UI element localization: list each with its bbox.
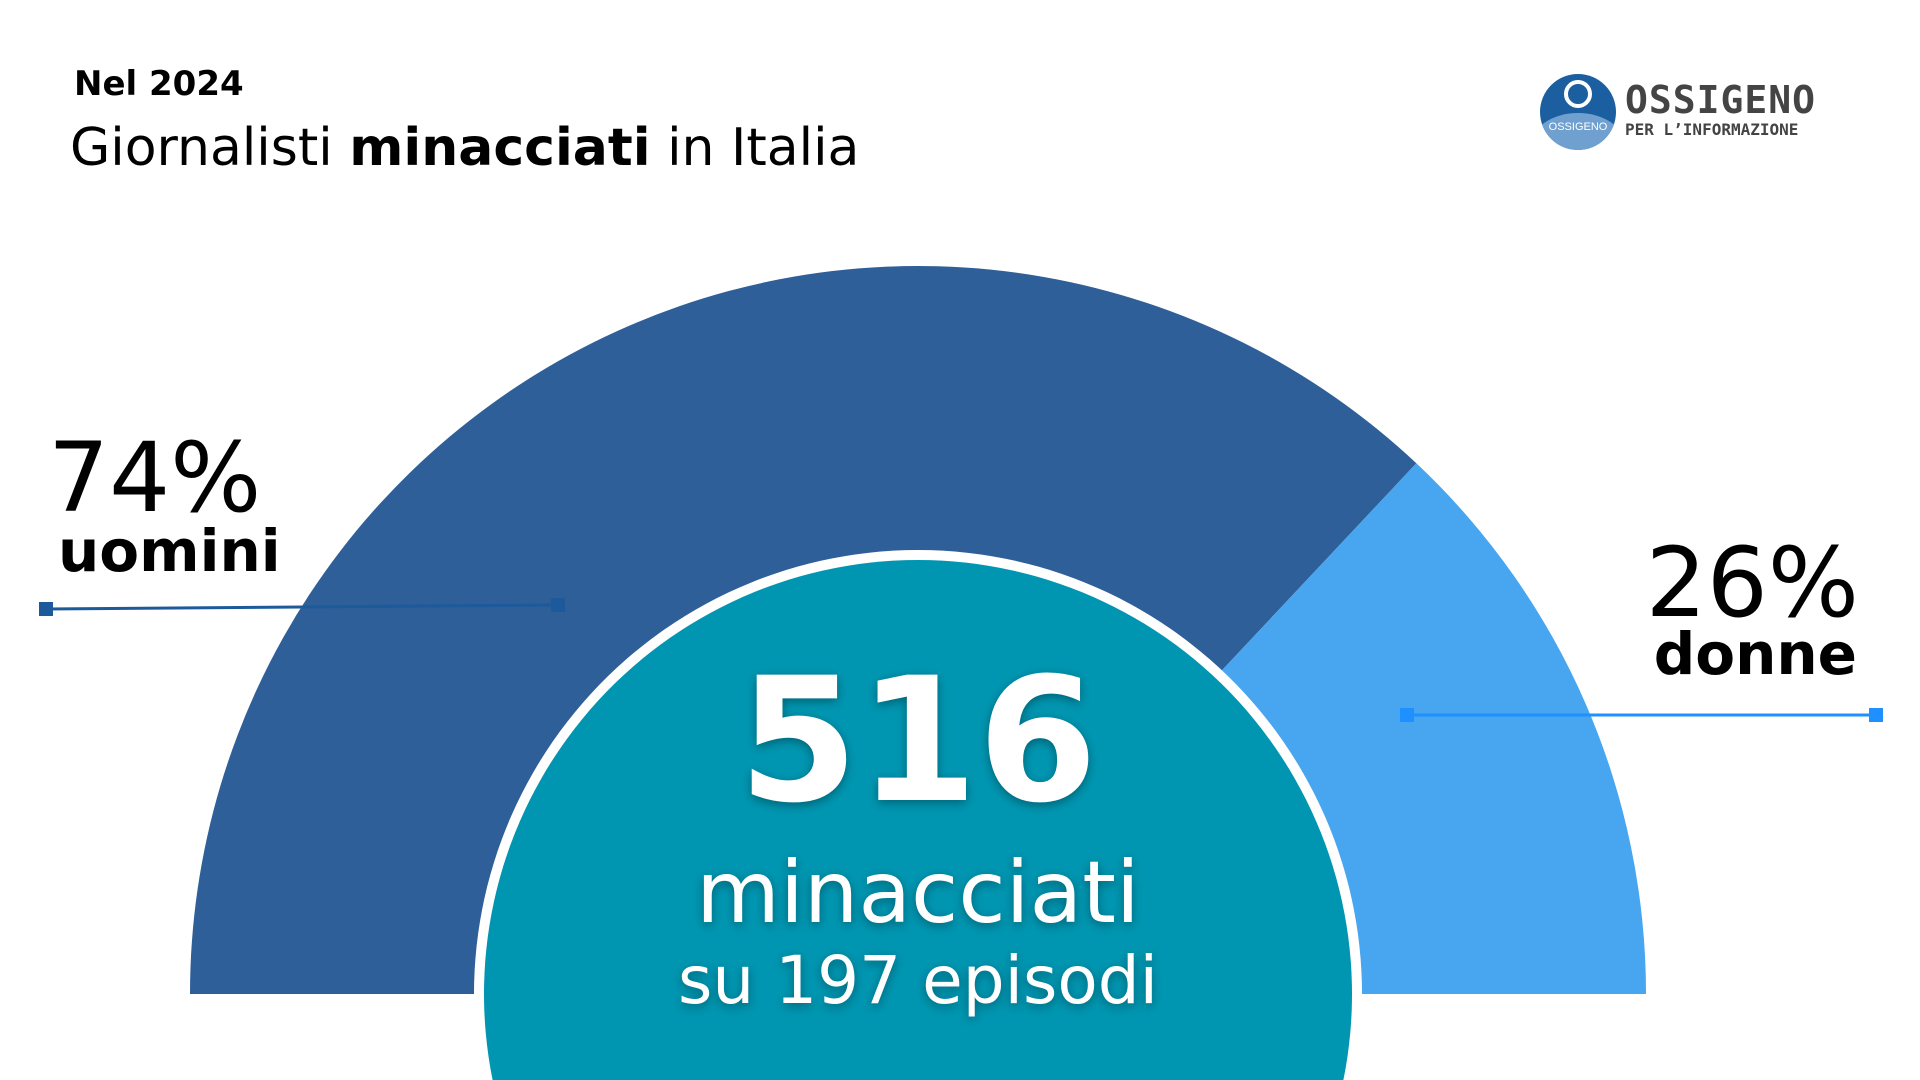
page-title: Giornalisti minacciati in Italia (70, 118, 859, 178)
episodes-label: su 197 episodi (678, 942, 1158, 1019)
leader-line-uomini (45, 603, 559, 611)
center-circle (484, 560, 1352, 1080)
total-count: 516 (738, 640, 1098, 841)
women-percent-label: 26% (1645, 527, 1859, 639)
men-category-label: uomini (58, 517, 281, 585)
total-label: minacciati (696, 843, 1140, 943)
leader-marker-donne (1400, 708, 1414, 722)
men-percent-label: 74% (48, 422, 262, 534)
logo-subtitle: PER L’INFORMAZIONE (1625, 120, 1799, 139)
women-category-label: donne (1653, 620, 1857, 688)
kicker: Nel 2024 (74, 64, 244, 104)
ossigeno-logo-icon: OSSIGENO (1540, 74, 1616, 150)
title-pre: Giornalisti (70, 118, 350, 178)
leader-marker-uomini (39, 602, 53, 616)
logo-badge-text: OSSIGENO (1549, 121, 1608, 133)
title-post: in Italia (650, 118, 860, 178)
leader-marker-uomini (551, 598, 565, 612)
title-bold: minacciati (349, 118, 651, 178)
leader-marker-donne (1869, 708, 1883, 722)
logo-name: OSSIGENO (1625, 78, 1817, 122)
